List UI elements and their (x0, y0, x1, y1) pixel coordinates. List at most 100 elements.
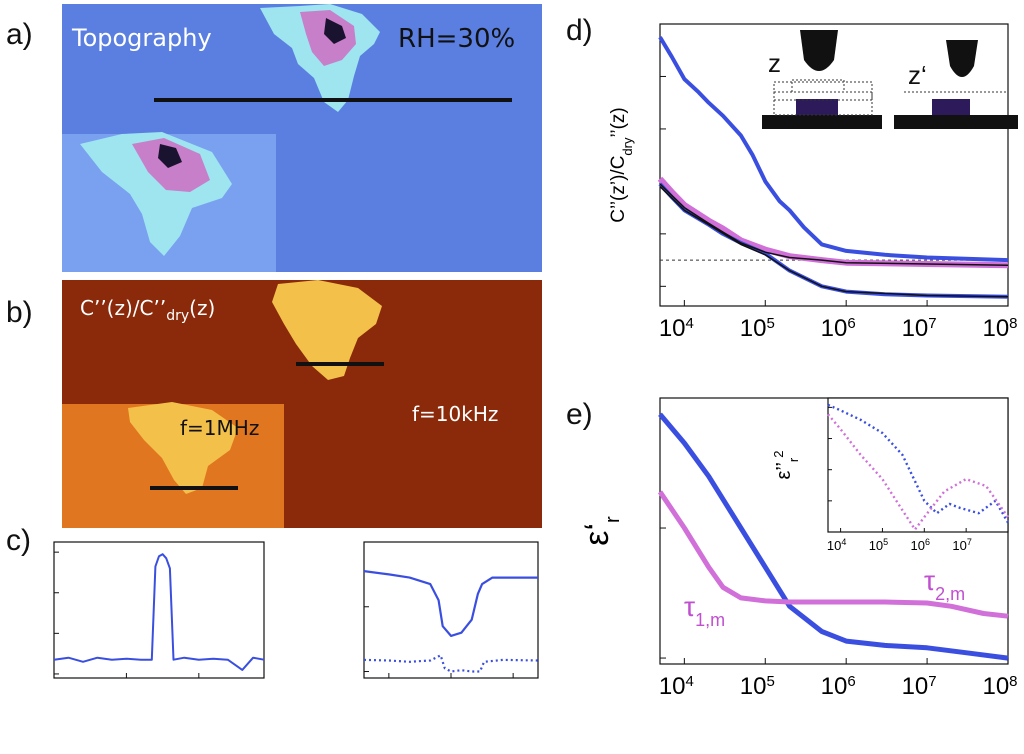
e-xtick-label-part: 10 (740, 673, 767, 700)
ratio-label-prefix: C’’(z)/C’’ (80, 296, 167, 320)
e-inset-series-line (827, 413, 1009, 531)
e-inset-ylabel: ε’’r2 (771, 450, 801, 479)
topography-label: Topography (72, 24, 212, 52)
panel-letter-a: a) (6, 18, 33, 51)
tip-z (800, 30, 838, 71)
topography-image: Topography RH=30% (62, 4, 542, 272)
d-xtick-label-part: 10 (982, 315, 1009, 342)
d-series-line (659, 186, 1009, 298)
freq-high-label: f=1MHz (180, 416, 260, 440)
inset-z-label: z (768, 48, 781, 78)
e-series-line (657, 490, 1009, 619)
e-inset-xtick-label-part: 10 (869, 538, 883, 553)
e-inset-xtick-label-part: 10 (827, 538, 841, 553)
d-xtick-label-part: 7 (928, 315, 936, 332)
e-xtick-label-part: 10 (902, 673, 929, 700)
panel-letter-e: e) (566, 398, 593, 431)
ratio-label-sub: dry (166, 308, 190, 324)
d-xtick-label-part: 8 (1009, 315, 1017, 332)
particle-inset-peak (158, 144, 182, 168)
e-inset-xtick-label: 105 (869, 537, 888, 553)
panel-letter-c: c) (6, 524, 31, 557)
d-xtick-label-part: 6 (847, 315, 855, 332)
tip-zprime (946, 40, 978, 77)
c-right-series-line (363, 654, 539, 673)
particle-b-inset (128, 402, 238, 494)
e-inset-xtick-label: 106 (911, 537, 930, 553)
e-xtick-label-part: 6 (847, 673, 855, 690)
ratio-label-suffix: (z) (189, 296, 216, 320)
d-frame (659, 23, 1009, 307)
e-annotation-tau2-part: τ (924, 565, 935, 596)
e-xtick-label: 107 (902, 673, 937, 701)
chart-c-left (53, 541, 265, 679)
freq-low-label: f=10kHz (412, 402, 499, 426)
e-inset-frame (827, 397, 1009, 533)
e-inset-xtick-label: 104 (827, 537, 846, 553)
e-inset-ylabel-part: r (786, 457, 801, 462)
particle-b-main (272, 280, 382, 380)
pm-z (796, 99, 838, 115)
d-series-line (657, 176, 1009, 269)
c-right-frame (363, 541, 539, 679)
e-inset-xtick-label-part: 5 (883, 537, 888, 547)
d-series-line (659, 183, 1009, 267)
substrate-zprime (894, 115, 1018, 129)
pm-zprime (932, 99, 970, 115)
inset-zprime-label: z‘ (908, 60, 927, 90)
layer-z-2 (791, 79, 845, 93)
d-xtick-label: 107 (902, 315, 937, 343)
e-inset-ylabel-part: 2 (771, 450, 786, 457)
probe-schematic (762, 30, 1018, 129)
e-inset-xtick-label: 107 (952, 537, 971, 553)
e-ylabel-part: r (602, 516, 624, 523)
e-xtick-label: 106 (821, 673, 856, 701)
e-inset-xtick-label-part: 7 (967, 537, 972, 547)
d-xtick-label-part: 10 (740, 315, 767, 342)
d-xtick-label-part: 4 (686, 315, 694, 332)
d-xtick-label-part: 10 (659, 315, 686, 342)
e-xtick-label-part: 7 (928, 673, 936, 690)
layer-z-3 (773, 81, 873, 101)
e-series-line (658, 412, 1009, 661)
e-inset-xtick-label-part: 4 (841, 537, 846, 547)
e-annotation-tau2-part: 2,m (935, 584, 965, 604)
d-series-line (658, 36, 1009, 263)
capacitance-image: C’’(z)/C’’dry(z) f=1MHz f=10kHz (62, 280, 542, 528)
d-xtick-label: 108 (982, 315, 1017, 343)
d-xtick-label-part: 5 (766, 315, 774, 332)
e-annotation-tau1-part: 1,m (695, 610, 725, 630)
e-annotation-tau1: τ1,m (684, 591, 725, 630)
d-ylabel-part: C’’(z’)/C (608, 156, 629, 223)
e-inset-xtick-label-part: 10 (952, 538, 966, 553)
e-xtick-label-part: 5 (766, 673, 774, 690)
c-left-frame (53, 541, 265, 679)
chart-c-right (363, 541, 539, 679)
e-xtick-label: 105 (740, 673, 775, 701)
d-xtick-label: 104 (659, 315, 694, 343)
e-inset-series-line (827, 403, 1010, 524)
topography-particles (80, 4, 512, 256)
e-xtick-label-part: 10 (821, 673, 848, 700)
d-xtick-label-part: 10 (902, 315, 929, 342)
capacitance-particles (128, 280, 384, 494)
e-xtick-label: 108 (982, 673, 1017, 701)
d-xtick-label: 106 (821, 315, 856, 343)
e-inset-ylabel-part: ε’’ (773, 462, 795, 479)
e-xtick-label-part: 10 (982, 673, 1009, 700)
e-xtick-label-part: 10 (659, 673, 686, 700)
panel-letter-b: b) (6, 296, 33, 329)
ratio-label: C’’(z)/C’’dry(z) (80, 296, 215, 324)
substrate-z (762, 115, 882, 129)
e-xtick-label-part: 4 (686, 673, 694, 690)
e-ylabel: ε‘r (578, 516, 624, 546)
d-xtick-label-part: 10 (821, 315, 848, 342)
d-ylabel-part: ’’(z) (608, 107, 629, 137)
e-inset-xtick-label-part: 6 (925, 537, 930, 547)
d-ylabel: C’’(z’)/Cdry’’(z) (608, 107, 635, 223)
e-xtick-label-part: 8 (1009, 673, 1017, 690)
